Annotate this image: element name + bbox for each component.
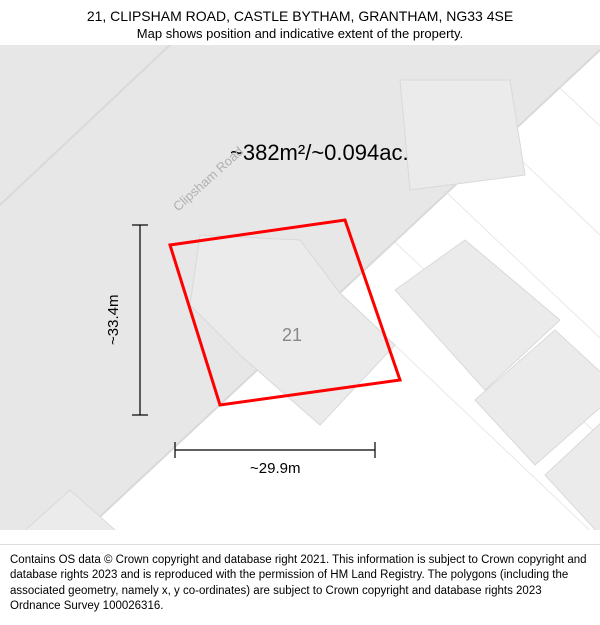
page-subtitle: Map shows position and indicative extent… bbox=[10, 26, 590, 41]
footer-copyright: Contains OS data © Crown copyright and d… bbox=[0, 544, 600, 625]
height-dimension-label: ~33.4m bbox=[105, 295, 122, 345]
area-label: ~382m²/~0.094ac. bbox=[230, 140, 409, 166]
house-number-label: 21 bbox=[282, 325, 302, 346]
width-dimension-label: ~29.9m bbox=[250, 460, 300, 477]
map-svg bbox=[0, 45, 600, 530]
map-area: ~382m²/~0.094ac. Clipsham Road 21 ~29.9m… bbox=[0, 45, 600, 530]
page-title: 21, CLIPSHAM ROAD, CASTLE BYTHAM, GRANTH… bbox=[10, 8, 590, 24]
header: 21, CLIPSHAM ROAD, CASTLE BYTHAM, GRANTH… bbox=[0, 0, 600, 45]
